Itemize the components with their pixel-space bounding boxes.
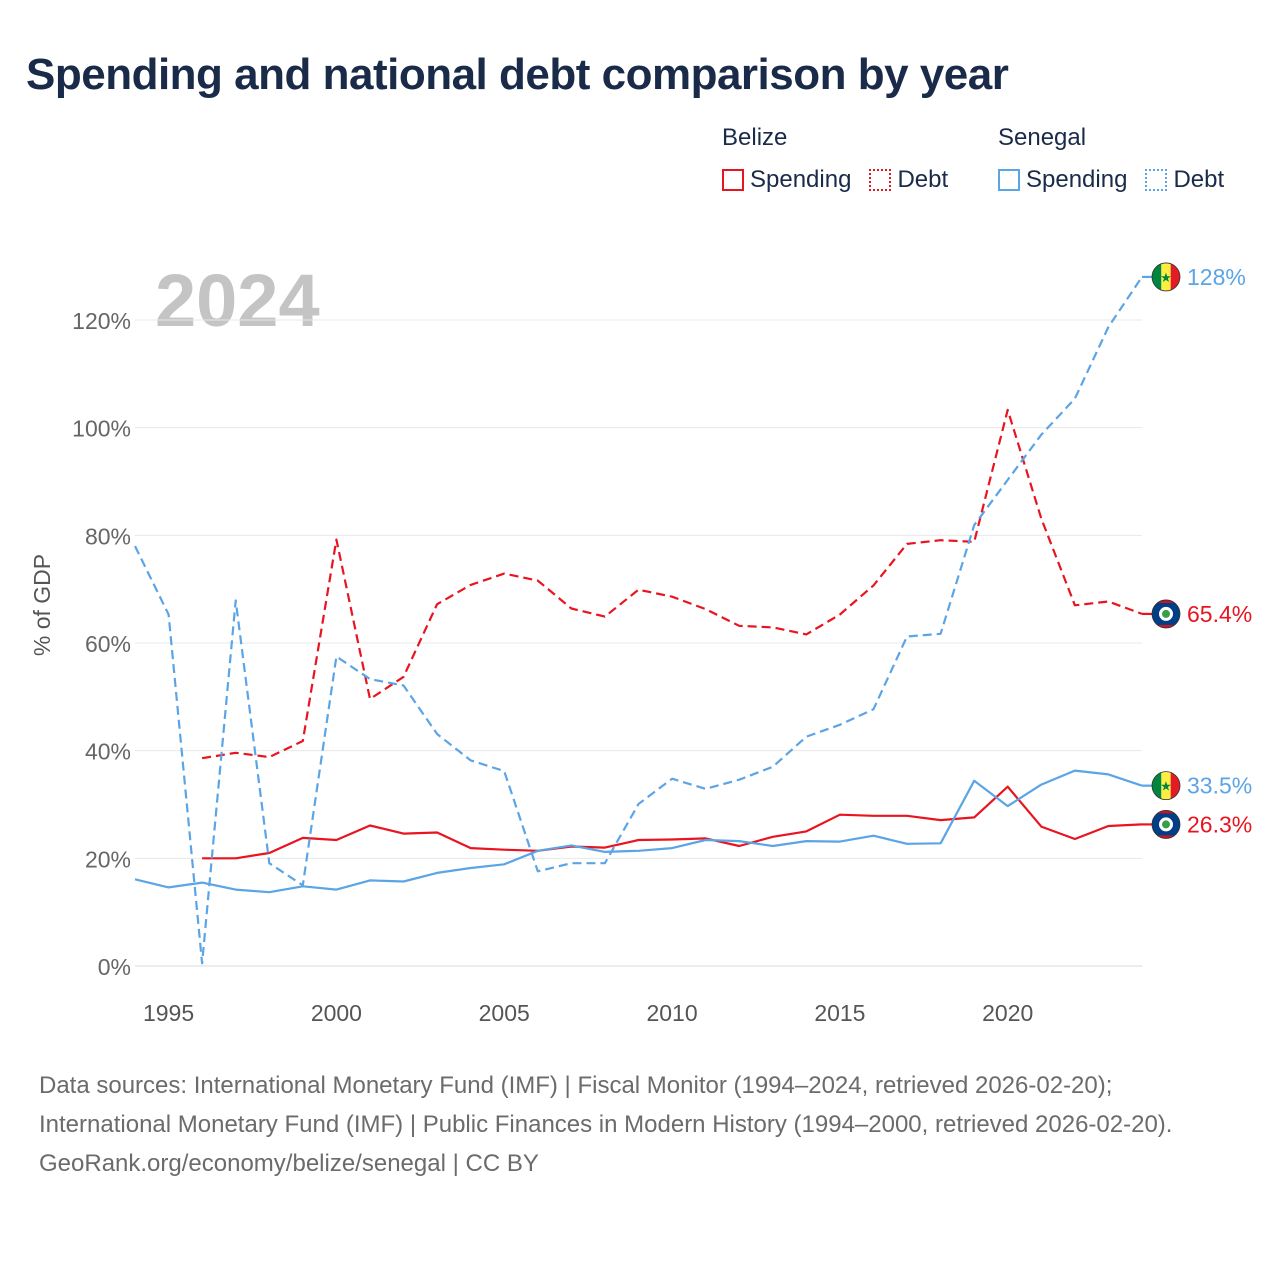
x-tick-label: 2005 <box>479 1000 530 1026</box>
star-icon: ★ <box>1160 780 1172 795</box>
x-tick-label: 1995 <box>143 1000 194 1026</box>
end-value-label: 128% <box>1187 264 1246 290</box>
series-line-belize-spending <box>202 785 1143 860</box>
x-tick-label: 2015 <box>814 1000 865 1026</box>
x-tick-label: 2010 <box>646 1000 697 1026</box>
legend-swatch-solid-icon <box>722 169 744 191</box>
y-tick-label: 60% <box>85 631 131 657</box>
legend-item-belize-spending[interactable]: Spending <box>722 166 851 194</box>
belize-flag-stripe <box>1152 810 1180 814</box>
line-chart: 2024 0% 20% 40% 60% 80% 100% 120% 1995 2000 2005 20… <box>29 259 1252 1026</box>
y-tick-label: 40% <box>85 739 131 765</box>
legend-item-senegal-spending[interactable]: Spending <box>998 166 1127 194</box>
legend-group-belize: Belize Spending Debt <box>722 124 948 194</box>
data-sources: Data sources: International Monetary Fun… <box>39 1072 1173 1138</box>
legend-label: Debt <box>1173 166 1225 193</box>
legend-item-belize-debt[interactable]: Debt <box>869 166 948 194</box>
senegal-flag-stripe <box>1161 262 1171 291</box>
end-value-label: 65.4% <box>1187 601 1252 627</box>
year-watermark: 2024 <box>155 259 320 342</box>
x-tick-label: 2020 <box>982 1000 1033 1026</box>
end-value-label: 33.5% <box>1187 773 1252 799</box>
flag-outline <box>1151 771 1181 801</box>
y-axis-label: % of GDP <box>29 554 55 656</box>
legend-country-belize: Belize <box>722 124 788 151</box>
legend-label: Spending <box>1026 166 1128 193</box>
senegal-flag-icon <box>1152 771 1162 800</box>
senegal-flag-stripe <box>1170 262 1180 291</box>
legend-label: Spending <box>750 166 852 193</box>
y-tick-label: 120% <box>72 308 131 334</box>
y-tick-label: 20% <box>85 846 131 872</box>
series-line-senegal-debt <box>134 276 1143 965</box>
y-tick-label: 80% <box>85 523 131 549</box>
senegal-flag-icon <box>1152 262 1162 291</box>
legend-group-senegal: Senegal Spending Debt <box>998 124 1224 194</box>
end-value-label: 26.3% <box>1187 811 1252 837</box>
flag-outline <box>1151 599 1181 629</box>
legend-item-senegal-debt[interactable]: Debt <box>1145 166 1224 194</box>
footer: Data sources: International Monetary Fun… <box>39 1066 1239 1183</box>
legend-swatch-dotted-icon <box>1145 169 1168 191</box>
y-tick-label: 0% <box>98 954 131 980</box>
chart-title: Spending and national debt comparison by… <box>26 50 1009 99</box>
senegal-flag-stripe <box>1170 771 1180 800</box>
series-line-belize-debt <box>201 408 1143 760</box>
star-icon: ★ <box>1160 271 1172 286</box>
belize-flag-stripe <box>1152 599 1180 603</box>
flag-outline <box>1151 810 1181 839</box>
legend-swatch-solid-icon <box>998 169 1020 191</box>
belize-flag-emblem-inner <box>1162 609 1170 618</box>
series-line-senegal-spending <box>134 769 1143 894</box>
flag-outline <box>1151 262 1181 292</box>
attribution-link[interactable]: GeoRank.org/economy/belize/senegal | CC … <box>39 1150 539 1177</box>
legend-swatch-dotted-icon <box>869 169 892 191</box>
belize-flag-emblem-inner <box>1162 820 1170 829</box>
legend-country-senegal: Senegal <box>998 124 1087 151</box>
senegal-flag-stripe <box>1161 771 1171 800</box>
y-tick-label: 100% <box>72 416 131 442</box>
belize-flag-stripe <box>1152 835 1180 839</box>
x-tick-label: 2000 <box>311 1000 362 1026</box>
belize-flag-stripe <box>1152 624 1180 628</box>
legend-label: Debt <box>897 166 949 193</box>
